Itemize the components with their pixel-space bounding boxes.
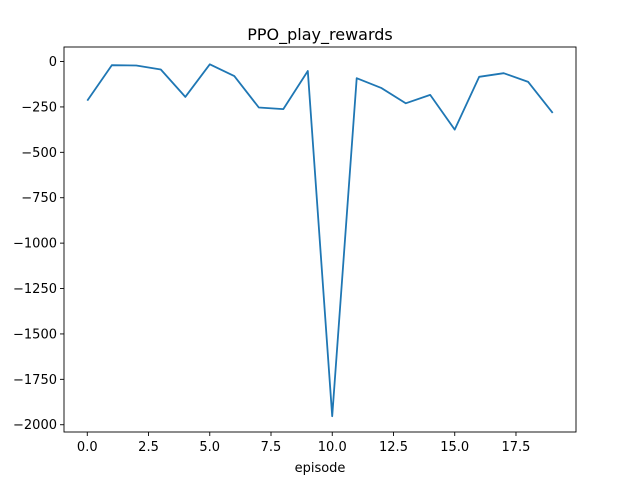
- y-tick-label: −2000: [13, 418, 57, 433]
- y-axis-ticks: 0 −250 −500 −750 −1000 −1250 −1500 −1750 −2000: [13, 55, 64, 433]
- y-tick-label: −1750: [13, 373, 57, 388]
- x-tick-label: 15.0: [440, 440, 469, 455]
- x-tick-label: 17.5: [502, 440, 531, 455]
- x-tick-label: 2.5: [138, 440, 159, 455]
- y-tick-label: −1500: [13, 327, 57, 342]
- plot-frame: [63, 46, 577, 433]
- y-tick-label: −1250: [13, 282, 57, 297]
- y-tick-label: 0: [49, 55, 57, 70]
- y-tick-label: −250: [21, 100, 57, 115]
- x-axis-label: episode: [295, 461, 346, 476]
- chart-title: PPO_play_rewards: [247, 25, 393, 45]
- x-tick-label: 7.5: [261, 440, 282, 455]
- x-tick-label: 0.0: [77, 440, 98, 455]
- x-axis-ticks: 0.0 2.5 5.0 7.5 10.0 12.5 15.0 17.5: [77, 432, 531, 455]
- x-tick-label: 10.0: [318, 440, 347, 455]
- y-tick-label: −1000: [13, 237, 57, 252]
- x-tick-label: 5.0: [199, 440, 220, 455]
- y-tick-label: −750: [21, 191, 57, 206]
- x-tick-label: 12.5: [379, 440, 408, 455]
- series-line-rewards: [86, 63, 554, 418]
- y-tick-label: −500: [21, 146, 57, 161]
